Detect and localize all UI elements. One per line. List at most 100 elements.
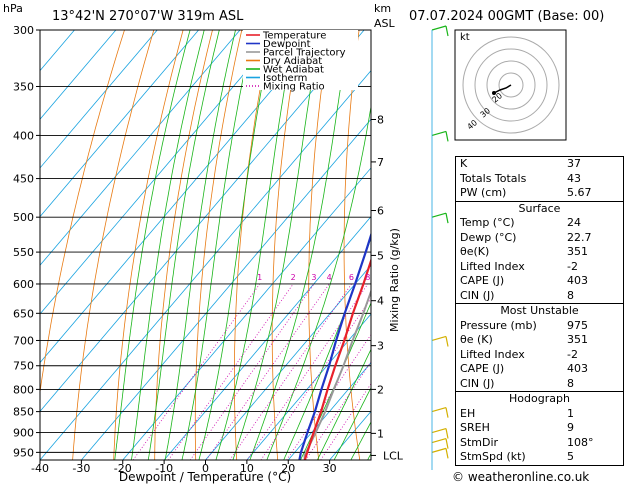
temperature-tick-label: 0 — [202, 462, 209, 475]
index-label: PW (cm) — [460, 186, 507, 199]
isotherm-line — [122, 167, 371, 460]
wind-barb — [431, 130, 447, 136]
surface-label: Lifted Index — [460, 259, 525, 273]
km-tick-label: 8 — [377, 113, 384, 126]
wind-barb — [431, 335, 447, 342]
hodograph-label: SREH — [460, 421, 490, 434]
wind-barb — [431, 427, 447, 434]
indices-table: K 37 Totals Totals 43 PW (cm) 5.67 Surface … — [455, 156, 624, 466]
mixing-ratio-axis-title: Mixing Ratio (g/kg) — [388, 228, 401, 332]
wet-adiabat-line — [114, 30, 191, 460]
legend-label: Mixing Ratio — [263, 82, 325, 93]
surface-row: CAPE (J) 403 — [456, 274, 623, 289]
km-axis-label: km — [374, 2, 391, 15]
most-unstable-value: 8 — [567, 376, 574, 390]
mixing-ratio-label: 1 — [257, 273, 262, 282]
pressure-tick-label: 800 — [13, 383, 34, 396]
wind-barb-flag — [445, 336, 449, 347]
pressure-tick-label: 550 — [13, 246, 34, 259]
pressure-tick-label: 400 — [13, 129, 34, 142]
pressure-tick-label: 450 — [13, 173, 34, 186]
dry-adiabat-line — [113, 30, 184, 460]
x-axis-title: Dewpoint / Temperature (°C) — [119, 470, 291, 484]
index-label: Totals Totals — [460, 171, 527, 185]
most-unstable-section-title: Most Unstable — [456, 303, 623, 319]
legend-label: Isotherm — [263, 73, 307, 84]
index-value: 43 — [567, 171, 581, 185]
dry-adiabat-line — [343, 30, 361, 460]
km-tick-label: 3 — [377, 340, 384, 353]
mixing-ratio-label: 6 — [349, 273, 354, 282]
wind-barbs — [431, 25, 449, 470]
wind-barb-flag — [445, 448, 449, 459]
temperature-tick-label: 20 — [281, 462, 295, 475]
dry-adiabat-line — [271, 30, 301, 460]
surface-label: CAPE (J) — [460, 274, 505, 287]
pressure-tick-label: 500 — [13, 211, 34, 224]
wet-adiabat-line — [249, 30, 350, 460]
wind-barb-flag — [445, 213, 449, 224]
km-tick-label: 7 — [377, 156, 384, 169]
pressure-tick-label: 600 — [13, 278, 34, 291]
index-label: K — [460, 157, 468, 170]
hodograph-row: StmSpd (kt) 5 — [456, 450, 623, 465]
hodograph-ring — [498, 72, 524, 98]
temperature-tick-label: 30 — [323, 462, 337, 475]
surface-section-title: Surface — [456, 200, 623, 217]
hodograph-value: 1 — [567, 406, 574, 420]
index-row: PW (cm) 5.67 — [456, 186, 623, 201]
pressure-tick-label: 650 — [13, 307, 34, 320]
temperature-tick-label: -40 — [31, 462, 49, 475]
hodograph-label: EH — [460, 406, 476, 420]
most-unstable-row: CAPE (J) 403 — [456, 362, 623, 377]
km-tick-label: 4 — [377, 295, 384, 308]
surface-row: Temp (°C) 24 — [456, 216, 623, 231]
hodograph-row: SREH 9 — [456, 421, 623, 436]
most-unstable-label: Lifted Index — [460, 347, 525, 361]
pressure-tick-label: 350 — [13, 80, 34, 93]
hodograph-storm-marker — [492, 91, 496, 95]
surface-value: -2 — [567, 259, 578, 273]
temperature-axis: -40 -30 -20 -10 0 10 20 30 — [31, 460, 337, 475]
isotherm-line — [81, 118, 371, 460]
profile-series — [298, 231, 371, 460]
surface-value: 403 — [567, 274, 588, 287]
km-tick-label: 1 — [377, 427, 384, 440]
pressure-tick-label: 900 — [13, 427, 34, 440]
hodograph-trace — [493, 84, 512, 94]
isotherm-line — [40, 30, 199, 218]
isotherm-line — [40, 30, 365, 412]
isotherm-line — [287, 362, 371, 460]
isotherm-line — [246, 313, 371, 460]
wind-barb — [431, 212, 447, 218]
legend-label: Dry Adiabat — [263, 56, 322, 67]
mixing-ratio-line — [189, 283, 315, 460]
surface-value: 24 — [567, 216, 581, 229]
hodograph-label: StmDir — [460, 435, 499, 449]
mixing-ratio-label: 4 — [327, 273, 332, 282]
most-unstable-row: Lifted Index -2 — [456, 348, 623, 363]
surface-value: 8 — [567, 288, 574, 302]
wet-adiabat-line — [350, 421, 371, 460]
legend-label: Dewpoint — [263, 39, 311, 50]
datetime-title: 07.07.2024 00GMT (Base: 00) — [409, 9, 604, 24]
legend-background — [243, 30, 358, 90]
hodograph-value: 5 — [567, 450, 574, 463]
surface-row: Lifted Index -2 — [456, 260, 623, 275]
isotherm-line — [40, 69, 371, 460]
isotherm-line — [163, 216, 371, 460]
dry-adiabat-line — [40, 30, 125, 395]
hodograph-row: StmDir 108° — [456, 436, 623, 451]
pressure-tick-label: 950 — [13, 446, 34, 459]
isotherm-line — [40, 30, 158, 169]
wind-barb — [431, 25, 447, 31]
hodograph-value: 108° — [567, 435, 594, 449]
wet-adiabat-line — [181, 30, 254, 460]
index-row: Totals Totals 43 — [456, 172, 623, 187]
hodograph-unit-label: kt — [460, 32, 470, 43]
pressure-tick-label: 850 — [13, 406, 34, 419]
location-title: 13°42'N 270°07'W 319m ASL — [52, 9, 244, 24]
most-unstable-label: CIN (J) — [460, 376, 495, 390]
temperature-tick-label: -30 — [72, 462, 90, 475]
